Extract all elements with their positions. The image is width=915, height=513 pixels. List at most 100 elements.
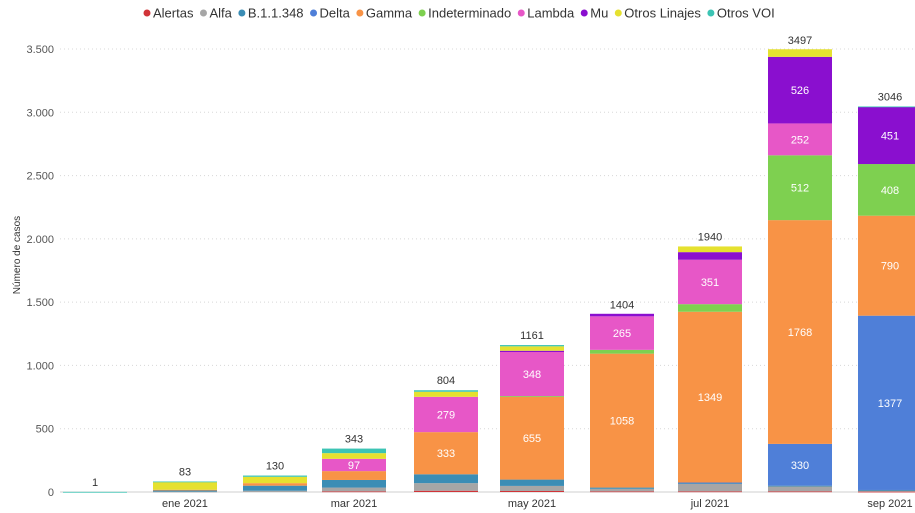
legend-item-alfa[interactable]: Alfa [199, 6, 233, 21]
segment-label: 451 [881, 131, 899, 143]
legend-item-delta[interactable]: Delta [310, 6, 351, 21]
bar-segment-alertas [500, 490, 564, 492]
segment-label: 252 [791, 134, 809, 146]
bar-segment-b-1-1-348 [590, 487, 654, 489]
x-tick-label: jul 2021 [690, 498, 730, 510]
bar-segment-lambda [322, 458, 386, 472]
bar-segment-otros-linajes [322, 453, 386, 459]
bar-segment-otros-linajes [243, 476, 307, 484]
legend-item-otros-linajes[interactable]: Otros Linajes [614, 6, 702, 21]
bar-segment-alfa [590, 488, 654, 492]
x-tick-label: ene 2021 [162, 498, 208, 510]
bar-segment-b-1-1-348 [414, 474, 478, 484]
bar-segment-delta [678, 482, 742, 484]
legend-marker [707, 9, 715, 17]
bar-segment-b-1-1-348 [678, 483, 742, 484]
bar-segment-mu [590, 313, 654, 317]
bar-segment-otros-linajes [678, 246, 742, 253]
legend-label: Delta [320, 6, 351, 21]
bar-segment-otros-voi [858, 106, 915, 108]
bar-segment-gamma [678, 311, 742, 483]
bar-segment-b-1-1-348 [322, 479, 386, 488]
bar-segment-gamma [153, 489, 217, 491]
segment-label: 1377 [878, 398, 902, 410]
bar-segment-mu [768, 56, 832, 124]
bar-segment-alfa [322, 487, 386, 492]
bar-segment-alfa [414, 483, 478, 491]
bar-segment-b-1-1-348 [768, 485, 832, 487]
bar-segment-alertas [678, 491, 742, 493]
bar-segment-gamma [243, 483, 307, 486]
segment-label: 97 [348, 460, 360, 472]
bar-segment-indeterminado [590, 349, 654, 354]
bar-segment-otros-linajes [768, 49, 832, 57]
total-label: 804 [437, 375, 455, 387]
legend-marker [418, 9, 426, 17]
y-axis-ticks: 0 500 1.000 1.500 2.000 2.500 3.000 3.500 [26, 44, 54, 499]
bar-segment-gamma [858, 215, 915, 316]
legend-label: B.1.1.348 [248, 6, 304, 21]
bar-segment-delta [768, 443, 832, 486]
legend-label: Gamma [366, 6, 413, 21]
bar-segment-otros-linajes [414, 391, 478, 397]
bar-segment-alfa [678, 483, 742, 492]
legend-marker [517, 9, 525, 17]
legend-item-otros-voi[interactable]: Otros VOI [707, 6, 775, 21]
y-tick-label: 1.500 [26, 297, 54, 309]
legend-marker [580, 9, 588, 17]
legend-item-lambda[interactable]: Lambda [517, 6, 575, 21]
y-tick-label: 0 [48, 487, 54, 499]
bar-segment-alfa [153, 491, 217, 493]
legend-item-mu[interactable]: Mu [580, 6, 609, 21]
legend-label: Indeterminado [428, 6, 511, 21]
segment-label: 265 [613, 328, 631, 340]
bar-segment-gamma [414, 432, 478, 475]
bar-segment-alertas [858, 491, 915, 493]
bar-segment-alfa [768, 486, 832, 492]
y-tick-label: 500 [36, 424, 54, 436]
segment-label: 348 [523, 369, 541, 381]
total-label: 83 [179, 466, 191, 478]
bar-segment-mu [500, 350, 564, 353]
total-label: 1 [92, 477, 98, 489]
total-label: 343 [345, 434, 363, 446]
y-tick-label: 3.000 [26, 107, 54, 119]
segment-label: 333 [437, 448, 455, 460]
legend-label: Alfa [209, 6, 232, 21]
bar-segment-otros-voi [243, 475, 307, 477]
bar-segment-gamma [768, 220, 832, 444]
legend-label: Otros VOI [717, 6, 775, 21]
total-labels: 1 83 130 343 804 1161 1404 1940 3497 3046 [92, 35, 902, 489]
segment-label: 279 [437, 409, 455, 421]
bar-segment-otros-voi [322, 448, 386, 454]
legend-item-alertas[interactable]: Alertas [143, 6, 194, 21]
segment-label: 1349 [698, 392, 722, 404]
bar-segment-otros-voi [500, 345, 564, 347]
bar-segment-otros-linajes [500, 346, 564, 351]
bar-segment-b-1-1-348 [858, 489, 915, 491]
y-tick-label: 2.500 [26, 171, 54, 183]
bar-segment-indeterminado [768, 155, 832, 221]
legend-item-indeterminado[interactable]: Indeterminado [418, 6, 512, 21]
bar-segment-lambda [590, 316, 654, 350]
legend-label: Alertas [153, 6, 194, 21]
x-tick-label: may 2021 [508, 498, 556, 510]
legend-item-b-1-1-348[interactable]: B.1.1.348 [238, 6, 304, 21]
legend-marker [238, 9, 246, 17]
total-label: 1161 [520, 330, 544, 342]
segment-label: 526 [791, 85, 809, 97]
segment-label: 655 [523, 433, 541, 445]
segment-labels: 97 333 279 655 348 1058 265 1349 351 330 1768 512 25… [348, 85, 902, 472]
bar-segment-lambda [768, 123, 832, 156]
y-tick-label: 1.000 [26, 360, 54, 372]
legend-item-gamma[interactable]: Gamma [356, 6, 413, 21]
bar-segment-lambda [500, 352, 564, 397]
segment-label: 1058 [610, 416, 634, 428]
segment-label: 790 [881, 261, 899, 273]
bar-segment-b-1-1-348 [153, 490, 217, 492]
segment-label: 351 [701, 277, 719, 289]
legend-marker [614, 9, 622, 17]
bar-segment-otros-voi [414, 390, 478, 392]
bar-segment-alertas [414, 490, 478, 492]
x-tick-label: sep 2021 [867, 498, 912, 510]
